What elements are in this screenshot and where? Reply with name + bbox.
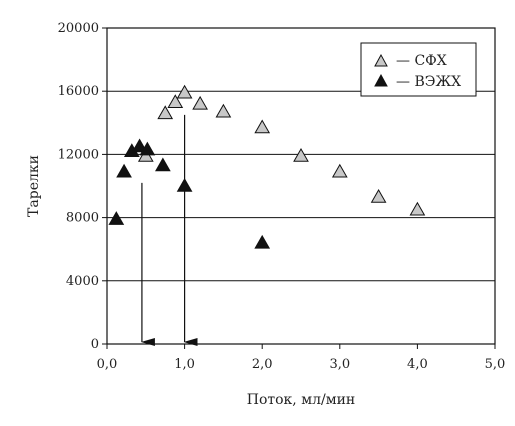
data-point-hplc — [131, 138, 148, 153]
legend-marker-sfc — [374, 53, 388, 67]
y-tick-label: 20000 — [58, 21, 99, 36]
legend: — СФХ — ВЭЖХ — [360, 42, 477, 97]
data-point-sfc — [157, 105, 174, 120]
data-point-hplc — [108, 211, 125, 225]
y-axis-ticks: 0 4000 8000 12000 16000 20000 — [58, 21, 107, 352]
x-tick-label: 0,0 — [97, 357, 118, 372]
data-point-sfc — [176, 84, 193, 99]
y-tick-label: 12000 — [58, 147, 99, 162]
data-point-sfc — [215, 103, 232, 118]
x-tick-label: 3,0 — [329, 357, 350, 372]
data-point-hplc — [254, 234, 271, 249]
data-point-sfc — [254, 119, 271, 134]
data-point-hplc — [139, 141, 156, 156]
x-tick-label: 5,0 — [485, 357, 506, 372]
legend-marker-hplc — [374, 73, 388, 87]
x-axis-ticks: 0,0 1,0 2,0 3,0 4,0 5,0 — [97, 344, 506, 372]
plot-frame — [106, 27, 496, 345]
data-point-sfc — [409, 201, 426, 216]
data-point-sfc — [370, 189, 387, 203]
y-tick-label: 0 — [91, 337, 99, 352]
gridlines — [107, 90, 495, 282]
y-axis-title: Тарелки — [26, 155, 42, 217]
legend-box — [360, 42, 477, 97]
y-tick-label: 16000 — [58, 84, 99, 99]
data-points — [108, 84, 426, 249]
x-tick-label: 1,0 — [174, 357, 195, 372]
legend-label-sfc: — СФХ — [396, 53, 447, 69]
data-point-sfc — [293, 147, 309, 162]
x-tick-label: 4,0 — [407, 357, 428, 372]
legend-label-hplc: — ВЭЖХ — [396, 74, 461, 90]
data-point-sfc — [167, 94, 184, 109]
annotation-arrows — [140, 114, 198, 346]
y-tick-label: 4000 — [66, 274, 99, 289]
data-point-sfc — [331, 163, 348, 178]
y-tick-label: 8000 — [66, 211, 99, 226]
x-tick-label: 2,0 — [252, 357, 273, 372]
data-point-hplc — [155, 157, 171, 172]
data-point-hplc — [116, 163, 132, 178]
x-axis-title: Поток, мл/мин — [247, 392, 356, 408]
data-point-hplc — [176, 177, 193, 192]
data-point-sfc — [192, 95, 208, 110]
